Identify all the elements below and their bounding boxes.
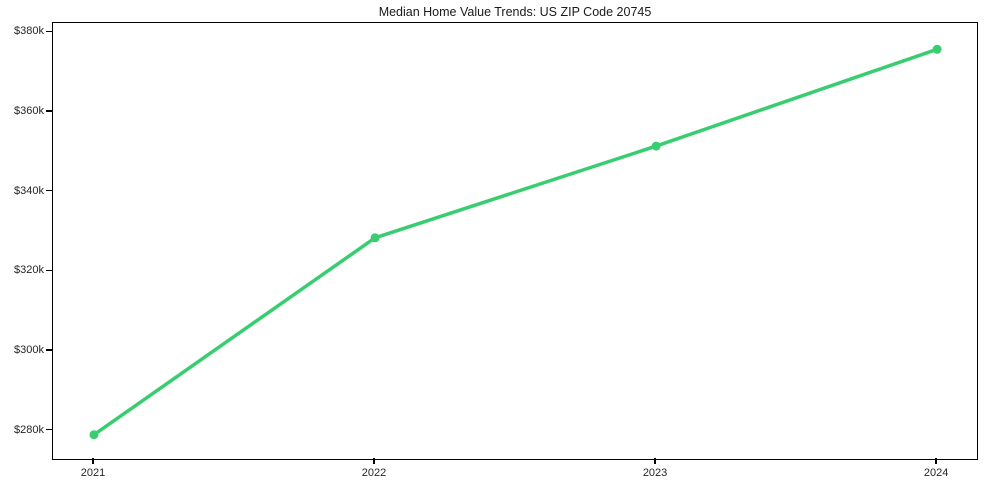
data-point-marker: [932, 44, 942, 54]
y-tick-label: $300k: [14, 343, 44, 356]
x-tick-mark: [92, 458, 94, 464]
data-point-marker: [89, 430, 99, 440]
y-tick-mark: [46, 110, 52, 112]
x-tick-label: 2021: [80, 467, 106, 479]
y-tick-mark: [46, 189, 52, 192]
y-tick-label: $280k: [14, 423, 44, 436]
x-tick-label: 2022: [361, 467, 387, 479]
y-tick-label: $320k: [14, 264, 44, 277]
y-tick-mark: [46, 269, 52, 271]
x-tick-label: 2024: [923, 467, 949, 479]
y-tick-mark: [46, 429, 52, 431]
y-tick-mark: [46, 349, 52, 351]
y-tick-mark: [46, 30, 52, 32]
data-point-marker: [370, 233, 380, 243]
data-point-marker: [651, 141, 661, 151]
trend-line: [92, 47, 939, 437]
y-tick-label: $360k: [14, 104, 44, 117]
line-plot-svg: [89, 44, 942, 440]
y-tick-label: $380k: [14, 25, 44, 38]
x-tick-mark: [654, 458, 656, 464]
y-tick-label: $340k: [14, 184, 44, 197]
x-tick-mark: [373, 458, 375, 464]
x-tick-mark: [935, 458, 937, 464]
chart-title: Median Home Value Trends: US ZIP Code 20…: [378, 5, 652, 19]
x-tick-label: 2023: [642, 467, 668, 479]
plot-area: [52, 22, 978, 460]
